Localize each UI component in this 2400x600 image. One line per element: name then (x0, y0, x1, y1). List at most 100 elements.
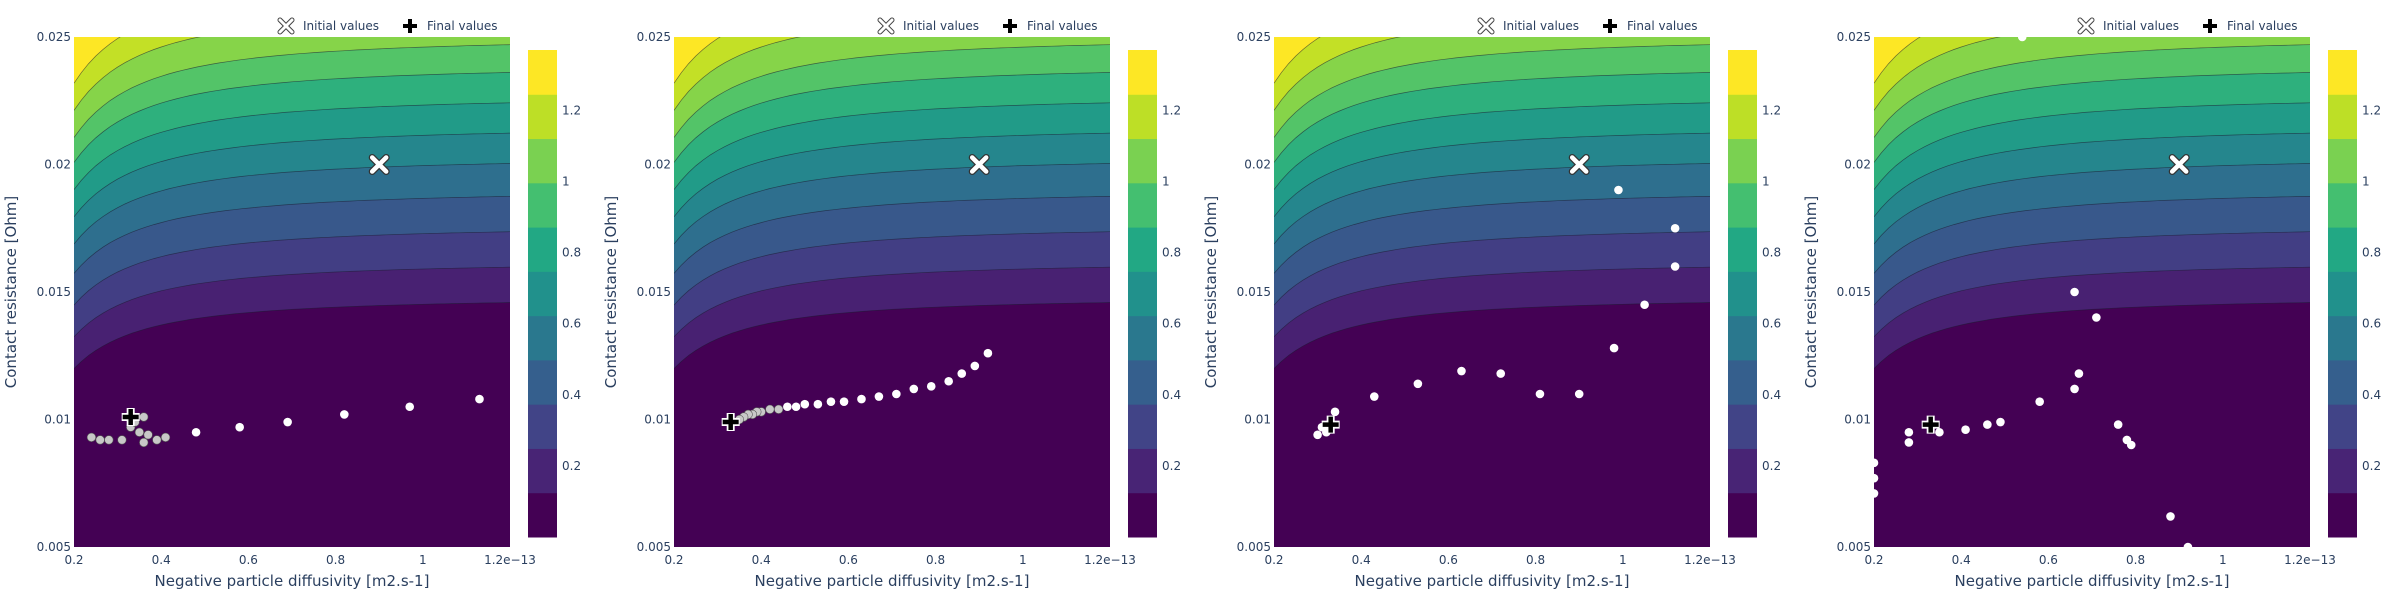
contour-line (74, 102, 510, 190)
x-tick-label: 0.6 (839, 553, 858, 567)
trace-point (783, 402, 792, 412)
legend-initial-icon-fill (2078, 18, 2094, 34)
colorbar-segment (2328, 315, 2357, 361)
contour-band (1274, 37, 1710, 111)
y-tick-label: 0.02 (644, 158, 671, 172)
trace-point (1369, 392, 1379, 401)
trace-point (944, 376, 953, 386)
trace-point (1496, 369, 1506, 378)
contour-line (1274, 196, 1710, 274)
colorbar-segment (528, 271, 557, 317)
y-axis-label: Contact resistance [Ohm] (1802, 196, 1820, 388)
legend-final-label: Final values (1027, 19, 1098, 33)
colorbar-tick-label: 0.4 (562, 388, 581, 402)
y-tick-label: 0.015 (637, 285, 671, 299)
contour-band (674, 37, 1110, 111)
contour-line (1274, 37, 1401, 111)
contour-line (674, 44, 1110, 138)
trace-point (1457, 366, 1466, 376)
trace-point (2017, 37, 2027, 42)
contour-line (1874, 266, 2310, 338)
trace-point (139, 412, 149, 422)
x-tick-label: 0.8 (326, 553, 345, 567)
colorbar-segment (1728, 138, 1757, 184)
colorbar-tick-label: 0.8 (562, 246, 581, 260)
colorbar-segment (2328, 492, 2357, 538)
y-axis-label: Contact resistance [Ohm] (1202, 196, 1220, 388)
trace-point (405, 402, 415, 412)
contour-line (74, 266, 510, 338)
x-tick-label: 1 (419, 553, 427, 567)
y-tick-label: 0.015 (1237, 285, 1271, 299)
trace-point (1961, 425, 1970, 435)
colorbar-segment (1128, 50, 1157, 95)
colorbar-segment (528, 492, 557, 538)
x-tick-label: 0.6 (1439, 553, 1458, 567)
x-tick-label: 0.6 (239, 553, 258, 567)
trace-point (1983, 420, 1992, 429)
colorbar: 0.2 0.4 0.6 0.8 1 1.2 (1128, 50, 1181, 538)
x-tick-label: 0.4 (1352, 553, 1371, 567)
x-tick-label: 1.2e−13 (2284, 553, 2336, 567)
trace-point (139, 437, 149, 448)
colorbar-tick-label: 1.2 (1762, 103, 1781, 117)
trace-series (86, 394, 484, 448)
trace-point (1330, 407, 1340, 417)
colorbar-segment (1728, 227, 1757, 272)
trace-point (2074, 369, 2084, 378)
contour-line (1874, 72, 2310, 163)
x-axis-label: Negative particle diffusivity [m2.s-1] (755, 572, 1030, 590)
colorbar-segment (2328, 94, 2357, 140)
contour-line (1274, 72, 1710, 163)
final-value-marker (722, 414, 739, 431)
trace-point (1413, 379, 1423, 389)
initial-value-marker-fill (969, 155, 989, 174)
y-tick-label: 0.005 (37, 540, 71, 554)
y-tick-label: 0.01 (44, 413, 71, 427)
y-tick-label: 0.01 (1844, 413, 1871, 427)
legend-final-label: Final values (2227, 19, 2298, 33)
colorbar-segment (1728, 492, 1757, 538)
colorbar: 0.2 0.4 0.6 0.8 1 1.2 (1728, 50, 1781, 538)
legend-initial-label: Initial values (2103, 19, 2179, 33)
contour-line (1874, 102, 2310, 190)
trace-point (340, 410, 349, 419)
contour-line (74, 231, 510, 306)
contour-line (74, 302, 510, 369)
colorbar: 0.2 0.4 0.6 0.8 1 1.2 (528, 50, 581, 538)
contour-line (1274, 163, 1710, 245)
colorbar-tick-label: 0.6 (1162, 317, 1181, 331)
trace-point (926, 382, 936, 391)
y-tick-label: 0.005 (637, 540, 671, 554)
trace-point (1640, 300, 1649, 310)
colorbar-segment (528, 50, 557, 95)
x-tick-label: 1 (2219, 553, 2227, 567)
contour-field (1274, 37, 1710, 547)
x-axis-label: Negative particle diffusivity [m2.s-1] (1355, 572, 1630, 590)
y-tick-label: 0.005 (1237, 540, 1271, 554)
legend-final-icon (2203, 19, 2217, 33)
colorbar-tick-label: 1.2 (1162, 103, 1181, 117)
contour-field (1874, 37, 2310, 547)
colorbar-segment (528, 227, 557, 272)
legend: Initial values Final values (877, 17, 1098, 35)
colorbar-segment (1128, 182, 1157, 228)
trace-point (2092, 313, 2101, 322)
colorbar-tick-label: 1 (1162, 175, 1170, 189)
trace-point (857, 394, 866, 404)
trace-point (839, 397, 849, 406)
contour-band (1274, 37, 1710, 138)
colorbar-segment (1728, 271, 1757, 317)
colorbar-segment (528, 138, 557, 184)
x-tick-label: 1 (1619, 553, 1627, 567)
colorbar-segment (528, 359, 557, 405)
x-tick-label: 1.2e−13 (1084, 553, 1136, 567)
trace-point (813, 399, 823, 409)
x-axis-label: Negative particle diffusivity [m2.s-1] (1955, 572, 2230, 590)
colorbar-tick-label: 0.2 (2362, 459, 2381, 473)
trace-point (191, 427, 201, 437)
legend-initial-label: Initial values (903, 19, 979, 33)
trace-series (1313, 185, 1680, 440)
trace-point (2166, 512, 2175, 521)
